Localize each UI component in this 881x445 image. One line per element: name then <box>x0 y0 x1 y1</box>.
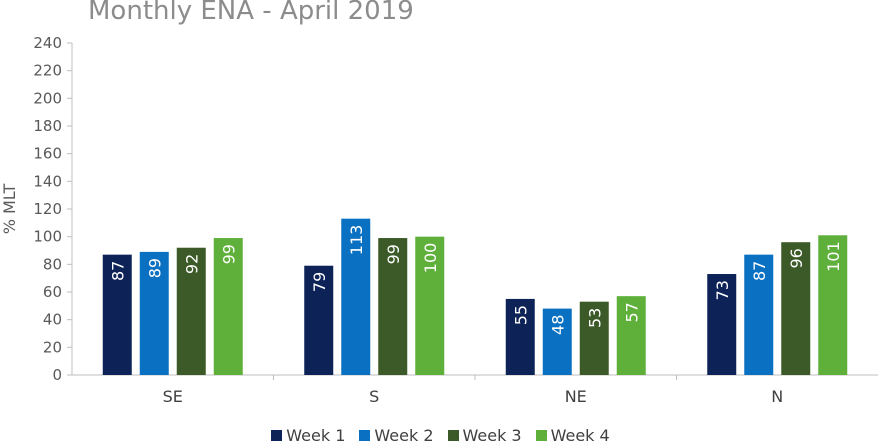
data-label: 53 <box>585 308 604 328</box>
legend-label: Week 2 <box>374 426 434 445</box>
y-tick-label: 200 <box>33 89 62 107</box>
bar <box>818 235 848 375</box>
legend-item: Week 1 <box>271 426 345 445</box>
data-label: 113 <box>347 225 366 256</box>
y-tick-label: 80 <box>43 255 62 273</box>
data-label: 48 <box>548 315 567 335</box>
legend-item: Week 4 <box>535 426 610 445</box>
bar <box>341 218 371 375</box>
data-label: 57 <box>622 302 641 322</box>
legend-swatch <box>359 430 371 441</box>
legend-swatch <box>535 430 547 441</box>
legend-label: Week 1 <box>286 426 346 445</box>
bar <box>304 265 334 375</box>
legend-label: Week 3 <box>462 426 522 445</box>
bar <box>505 298 535 375</box>
data-label: 101 <box>824 241 843 272</box>
y-tick-label: 140 <box>33 172 62 190</box>
legend-label: Week 4 <box>550 426 610 445</box>
legend-item: Week 2 <box>359 426 434 445</box>
bar <box>102 254 132 375</box>
bar <box>542 308 572 375</box>
data-label: 96 <box>787 248 806 268</box>
y-tick-label: 40 <box>43 311 62 329</box>
x-category-label: N <box>771 387 783 406</box>
y-tick-label: 0 <box>52 366 62 384</box>
y-tick-label: 220 <box>33 62 62 80</box>
y-tick-label: 120 <box>33 200 62 218</box>
legend-item: Week 3 <box>447 426 522 445</box>
legend: Week 1 Week 2 Week 3 Week 4 <box>0 426 881 445</box>
data-label: 99 <box>219 244 238 264</box>
bar <box>213 238 243 375</box>
x-category-label: S <box>369 387 379 406</box>
data-label: 87 <box>750 261 769 281</box>
data-label: 89 <box>145 258 164 278</box>
legend-swatch <box>447 430 459 441</box>
bar-chart: 0 20 40 60 80 100 120 140 160 180 200 220 240 % MLT SE… <box>0 34 878 406</box>
x-category-label: NE <box>565 387 587 406</box>
bar <box>744 254 774 375</box>
bar <box>139 251 169 375</box>
y-tick-label: 240 <box>33 34 62 52</box>
bar <box>579 301 609 375</box>
data-label: 55 <box>511 305 530 325</box>
y-tick-label: 60 <box>43 283 62 301</box>
bar <box>781 242 811 375</box>
data-label: 100 <box>421 243 440 274</box>
y-axis-label: % MLT <box>0 183 19 234</box>
bar <box>378 238 408 375</box>
bar <box>616 296 646 375</box>
x-category-label: SE <box>163 387 183 406</box>
y-tick-label: 20 <box>43 338 62 356</box>
bar <box>415 236 445 375</box>
data-label: 79 <box>310 272 329 292</box>
data-label: 92 <box>182 254 201 274</box>
y-tick-label: 180 <box>33 117 62 135</box>
chart-title: Monthly ENA - April 2019 <box>88 0 414 26</box>
y-tick-label: 160 <box>33 145 62 163</box>
y-tick-label: 100 <box>33 228 62 246</box>
bar <box>707 274 737 375</box>
data-label: 73 <box>713 280 732 300</box>
bar <box>176 247 206 375</box>
data-label: 99 <box>384 244 403 264</box>
legend-swatch <box>271 430 283 441</box>
data-label: 87 <box>108 261 127 281</box>
